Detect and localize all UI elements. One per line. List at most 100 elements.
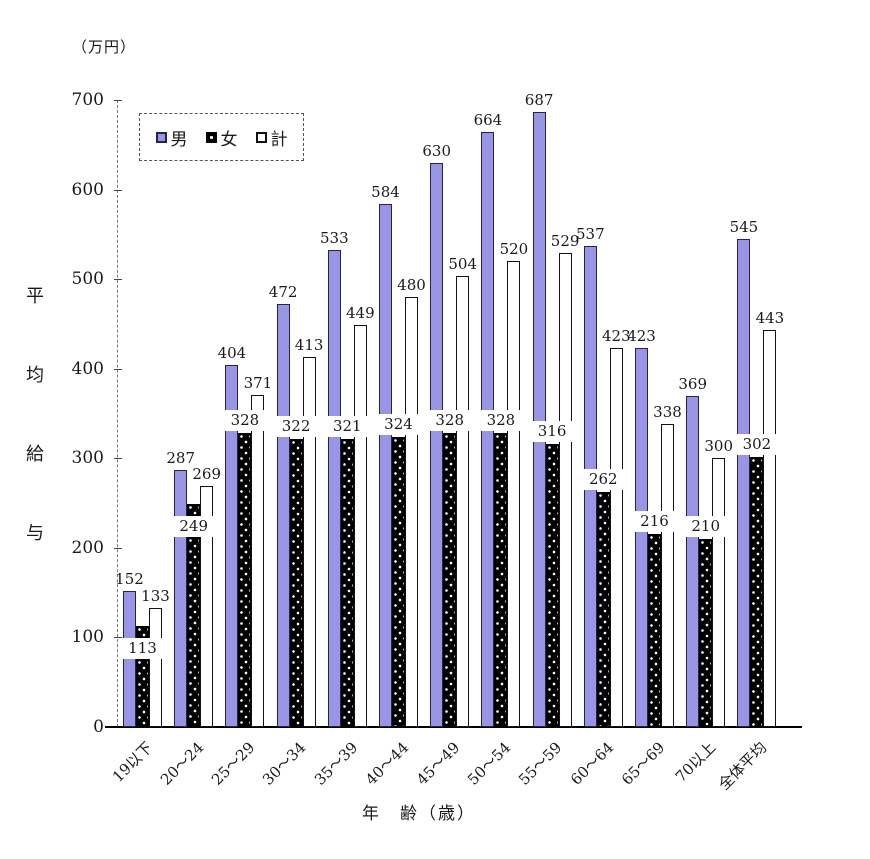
value-label-female: 113: [119, 637, 166, 659]
value-label-male: 152: [115, 569, 144, 588]
value-label-female: 262: [580, 469, 627, 491]
y-axis-tick-label: 400: [71, 358, 104, 379]
bar-female: [596, 492, 610, 727]
value-label-total: 269: [192, 465, 222, 484]
y-axis-tick-label: 300: [71, 448, 104, 469]
bar-male: [635, 348, 648, 727]
value-label-total: 504: [448, 254, 478, 273]
value-label-male: 687: [524, 90, 554, 109]
y-axis-tick: [114, 100, 122, 101]
x-axis-tick-label-text: 全体平均: [715, 738, 771, 794]
bar-total: [712, 458, 726, 727]
bar-female: [187, 503, 201, 727]
bar-female: [545, 443, 559, 727]
value-label-total: 413: [294, 336, 324, 355]
x-axis-tick-label-text: 55〜59: [515, 738, 566, 789]
value-label-total: 480: [397, 276, 426, 295]
y-axis-tick: [114, 368, 122, 370]
total-series-swatch-icon: [255, 131, 267, 143]
bar-total: [149, 607, 162, 727]
bar-female: [648, 533, 661, 727]
value-label-male: 664: [473, 111, 503, 130]
value-label-total: 133: [141, 586, 170, 605]
y-axis-tick-label: 500: [71, 269, 104, 290]
value-label-female: 328: [426, 410, 473, 432]
legend: 男 女 計: [139, 113, 304, 161]
value-label-male: 533: [319, 228, 349, 247]
bar-female: [443, 433, 457, 727]
bar-female: [392, 436, 405, 727]
y-axis-title-char: 平: [26, 286, 44, 307]
x-axis-tick-label-text: 45〜49: [412, 738, 464, 789]
bar-total: [302, 357, 316, 727]
y-axis-title-char: 均: [26, 365, 44, 386]
y-axis-tick: [114, 458, 122, 460]
x-axis-tick-label-text: 19以下: [108, 738, 157, 786]
bar-total: [353, 324, 367, 727]
value-label-female: 328: [221, 410, 268, 432]
value-label-female: 216: [631, 510, 678, 532]
bar-female: [699, 538, 713, 727]
value-label-female: 322: [273, 415, 320, 437]
y-axis-title: 平均給与: [26, 288, 44, 604]
bar-female: [750, 456, 764, 727]
female-series-swatch-icon: [205, 131, 217, 143]
x-axis-tick-label-text: 60〜64: [566, 738, 617, 789]
bar-total: [251, 394, 265, 727]
legend-label-female: 女: [220, 129, 238, 150]
y-axis-tick-label: 600: [71, 179, 104, 200]
value-label-female: 321: [324, 416, 371, 438]
value-label-male: 404: [217, 344, 247, 363]
bar-male: [276, 304, 290, 727]
legend-item-male: 男: [155, 125, 188, 150]
value-label-total: 443: [755, 309, 785, 328]
value-label-female: 210: [682, 515, 729, 537]
y-axis-title-char: 与: [26, 523, 44, 544]
x-axis-tick-label-text: 35〜39: [310, 738, 361, 789]
value-label-male: 287: [166, 448, 196, 467]
bar-total: [558, 253, 572, 727]
legend-label-male: 男: [170, 129, 188, 150]
value-label-male: 545: [729, 217, 759, 236]
legend-label-total: 計: [270, 129, 288, 150]
legend-item-total: 計: [255, 125, 288, 150]
value-label-female: 249: [170, 515, 217, 537]
bar-female: [289, 438, 303, 727]
y-axis-tick-label: 100: [71, 627, 104, 648]
bar-male: [174, 469, 188, 727]
x-axis-tick-label-text: 20〜24: [156, 738, 208, 789]
value-label-total: 449: [345, 303, 375, 322]
x-axis-tick-label-text: 40〜44: [361, 738, 413, 789]
bar-male: [225, 365, 239, 727]
value-label-total: 529: [550, 232, 580, 251]
bar-male: [379, 203, 392, 727]
plot-area: 0 100 200 300 400 500 600 700 152 113 133 19以下 287 24…: [72, 92, 802, 794]
y-axis-unit-label: （万円）: [72, 38, 137, 56]
x-axis-tick-label-text: 50〜54: [464, 738, 515, 789]
bar-female: [494, 433, 508, 727]
bar-male: [327, 249, 341, 727]
y-axis-tick: [114, 189, 122, 191]
value-label-total: 371: [243, 373, 273, 392]
bar-total: [200, 486, 214, 727]
y-axis-tick-label: 700: [71, 90, 104, 110]
value-label-total: 300: [704, 437, 734, 456]
x-axis-tick-label-text: 30〜34: [259, 738, 310, 789]
bar-male: [737, 238, 751, 727]
y-axis-tick-label: 200: [71, 537, 104, 558]
bar-male: [532, 111, 546, 727]
value-label-male: 537: [575, 225, 605, 244]
value-label-total: 423: [601, 327, 631, 346]
y-axis-tick-label: 0: [93, 717, 104, 737]
bar-total: [405, 297, 418, 727]
x-axis-title: 年 齢（歳）: [362, 804, 476, 824]
value-label-male: 423: [627, 327, 656, 346]
bar-total: [763, 330, 777, 727]
value-label-female: 328: [477, 410, 524, 432]
value-label-male: 369: [678, 375, 708, 394]
x-axis-tick-label-text: 25〜29: [208, 738, 259, 789]
y-axis-tick: [114, 547, 122, 549]
bar-male: [430, 162, 444, 727]
bar-female: [136, 625, 149, 727]
